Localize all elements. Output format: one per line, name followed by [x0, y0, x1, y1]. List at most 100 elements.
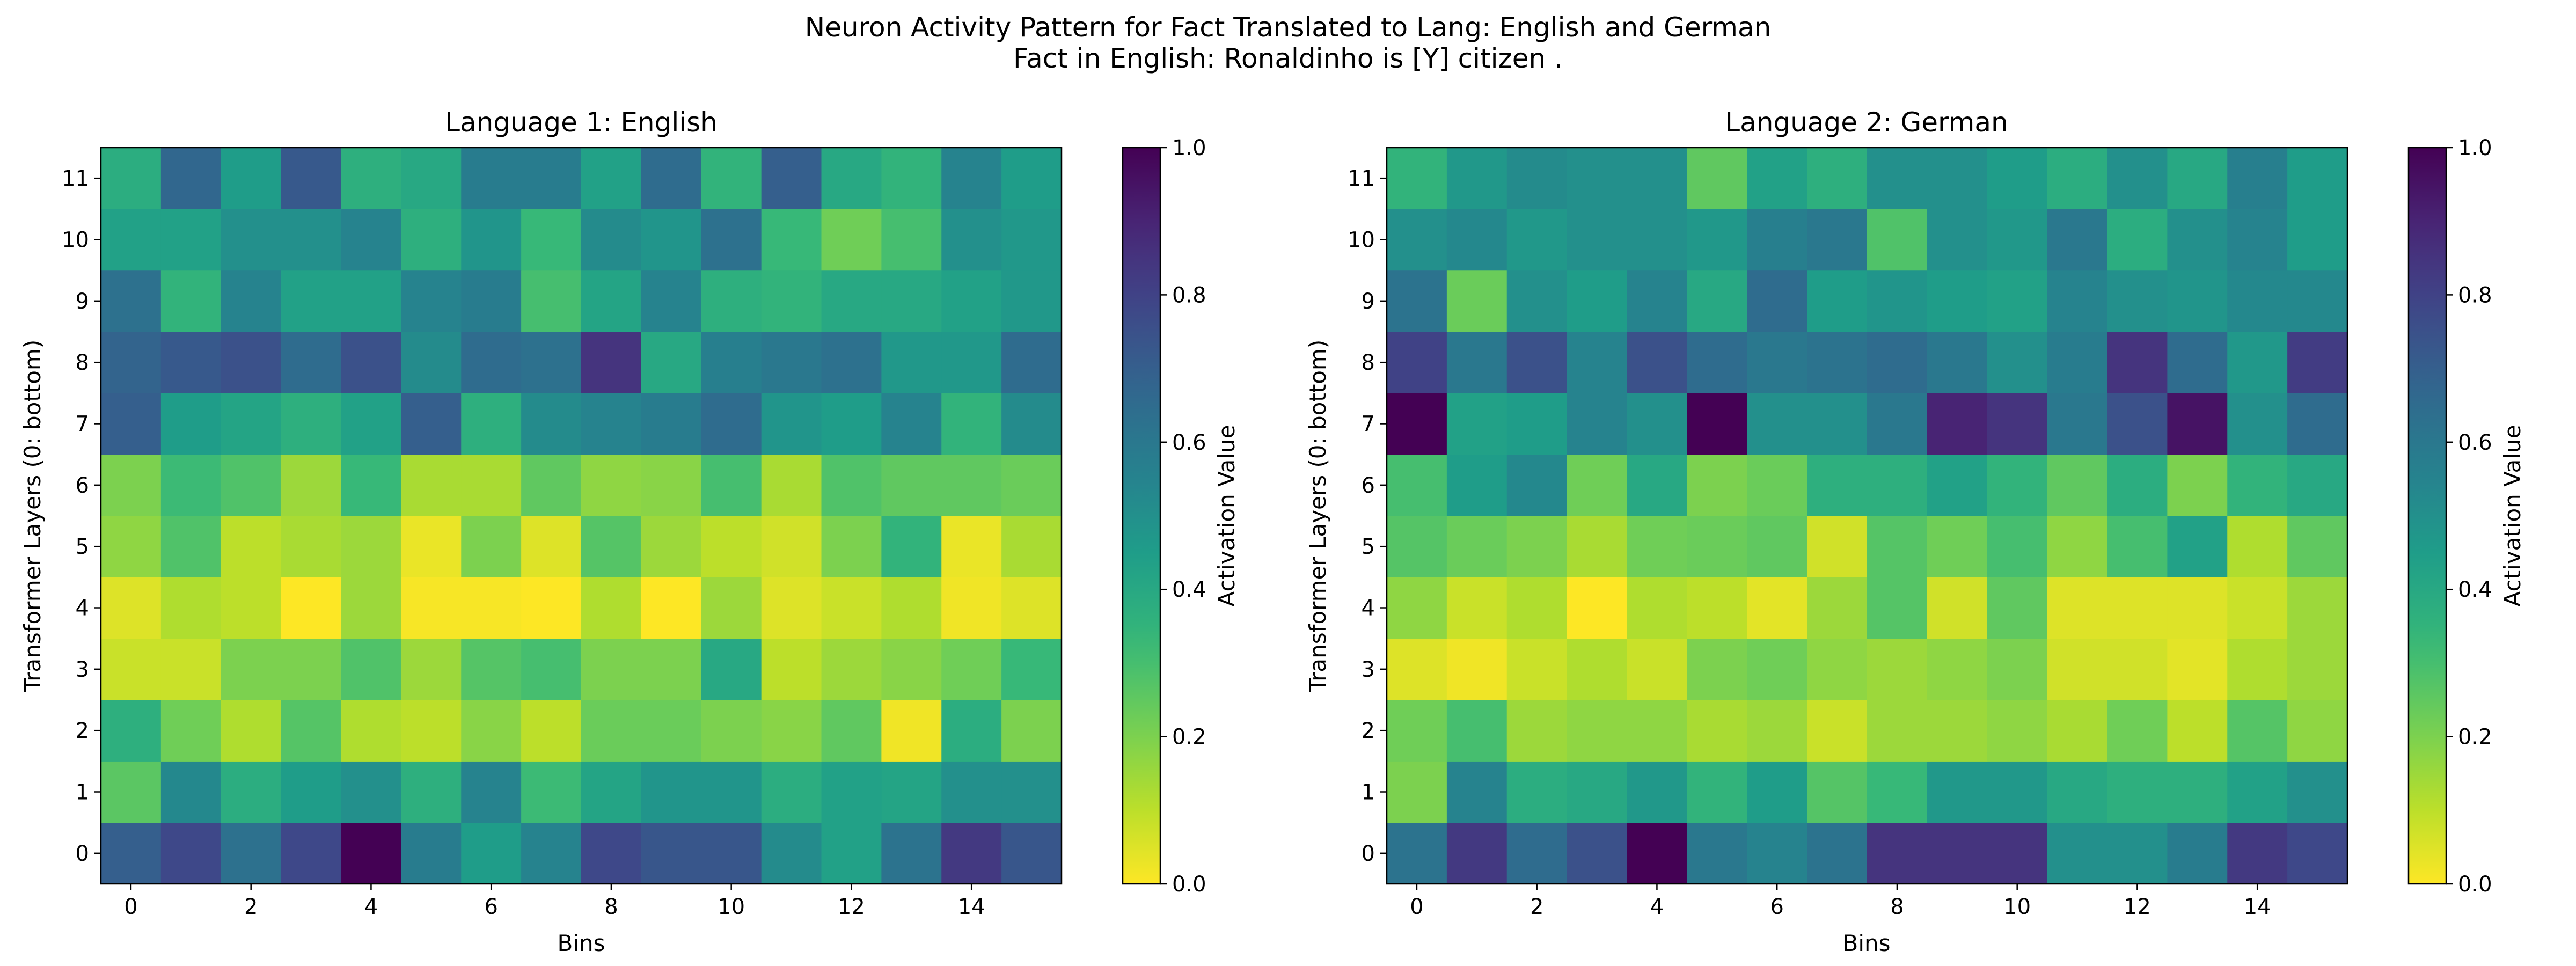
x-axis-label: Bins [558, 930, 605, 956]
heatmap-cell [221, 822, 282, 884]
heatmap-cell [2047, 393, 2108, 455]
x-tick-label: 2 [244, 895, 258, 919]
heatmap-cell [1987, 577, 2048, 639]
heatmap-cell [221, 700, 282, 762]
heatmap-cell [101, 822, 162, 884]
heatmap-cell [1687, 638, 1747, 700]
heatmap-cell [521, 148, 582, 209]
heatmap-cell [160, 393, 222, 455]
heatmap-cell [1747, 822, 1807, 884]
heatmap-cell [2047, 454, 2108, 516]
heatmap-cell [1867, 270, 1928, 332]
heatmap-cell [1927, 148, 1988, 209]
heatmap-cell [1567, 822, 1628, 884]
heatmap-cell [2287, 270, 2348, 332]
heatmap-cell [1687, 822, 1747, 884]
heatmap-cell [2107, 148, 2168, 209]
heatmap-cell [1627, 700, 1687, 762]
heatmap-cell [941, 209, 1002, 271]
colorbar-tick-label: 0.2 [1172, 725, 1206, 750]
heatmap-cell [281, 638, 342, 700]
heatmap-cell [341, 822, 401, 884]
heatmap-cell [821, 270, 882, 332]
heatmap-cell [761, 209, 822, 271]
heatmap-cell [2107, 454, 2168, 516]
heatmap-cell [2287, 209, 2348, 271]
heatmap-cell [821, 332, 882, 393]
heatmap-cell [881, 516, 942, 577]
heatmap-cell [1387, 822, 1447, 884]
heatmap-cell [761, 700, 822, 762]
heatmap-cell [401, 516, 462, 577]
heatmap-cell [881, 332, 942, 393]
y-tick-label: 11 [62, 166, 89, 191]
heatmap-cell [281, 516, 342, 577]
heatmap-cell [1987, 454, 2048, 516]
heatmap-cell [941, 577, 1002, 639]
y-tick-label: 9 [76, 289, 89, 314]
heatmap-cell [821, 700, 882, 762]
heatmap-cell [1867, 700, 1928, 762]
x-tick-label: 8 [1890, 895, 1904, 919]
heatmap-cell [341, 638, 401, 700]
heatmap-cell [641, 148, 702, 209]
heatmap-cell [2287, 700, 2348, 762]
y-tick-label: 7 [76, 412, 89, 437]
heatmap-cell [1867, 332, 1928, 393]
heatmap-cell [1747, 638, 1807, 700]
heatmap-cell [2287, 638, 2348, 700]
panel-title: Language 1: English [445, 107, 718, 138]
heatmap-cell [761, 638, 822, 700]
heatmap-cell [2167, 577, 2228, 639]
heatmap-cell [2227, 454, 2288, 516]
heatmap-cell [1867, 761, 1928, 823]
heatmap-cell [401, 638, 462, 700]
heatmap-cell [761, 393, 822, 455]
heatmap-cell [2287, 393, 2348, 455]
heatmap-cell [341, 761, 401, 823]
heatmap-cell [1927, 577, 1988, 639]
heatmap-cell [160, 270, 222, 332]
heatmap-cell [521, 700, 582, 762]
heatmap-cell [341, 577, 401, 639]
heatmap-cell [1387, 516, 1447, 577]
heatmap-cell [1987, 270, 2048, 332]
heatmap-cell [1687, 332, 1747, 393]
heatmap-cell [1387, 332, 1447, 393]
heatmap-cell [1927, 516, 1988, 577]
colorbar-tick-label: 1.0 [2458, 136, 2492, 160]
panel-title: Language 2: German [1725, 107, 2008, 138]
y-tick-label: 10 [1348, 228, 1375, 253]
heatmap-cell [821, 516, 882, 577]
heatmap-cell [1567, 577, 1628, 639]
heatmap-cell [821, 761, 882, 823]
heatmap-cell [701, 577, 762, 639]
heatmap-cell [341, 270, 401, 332]
heatmap-cell [821, 638, 882, 700]
heatmap-cell [881, 209, 942, 271]
heatmap-cell [1987, 822, 2048, 884]
heatmap-cell [821, 148, 882, 209]
heatmap-cell [701, 148, 762, 209]
heatmap-cell [2047, 822, 2108, 884]
heatmap-cell [1627, 516, 1687, 577]
heatmap-cell [1627, 148, 1687, 209]
heatmap-cell [1387, 148, 1447, 209]
heatmap-cell [1001, 761, 1062, 823]
heatmap-cell [1807, 209, 1868, 271]
heatmap-cell [1446, 761, 1507, 823]
colorbar-ticks: 0.0 0.2 0.4 0.6 0.8 1.0 [1160, 136, 1206, 897]
heatmap-cell [1446, 148, 1507, 209]
heatmap-cell [281, 700, 342, 762]
y-tick-label: 0 [1362, 841, 1375, 866]
heatmap-cell [1987, 516, 2048, 577]
heatmap-cell [1867, 393, 1928, 455]
heatmap-cell [401, 148, 462, 209]
heatmap-cell [2047, 209, 2108, 271]
x-axis-ticks: 0 2 4 6 8 10 12 14 [124, 884, 985, 919]
heatmap-cell [1387, 700, 1447, 762]
heatmap-cell [1001, 148, 1062, 209]
heatmap-cell [821, 822, 882, 884]
heatmap-cell [160, 454, 222, 516]
heatmap-panel-german: Language 2: German 0 2 4 6 8 10 12 14 012345678… [1305, 107, 2526, 956]
